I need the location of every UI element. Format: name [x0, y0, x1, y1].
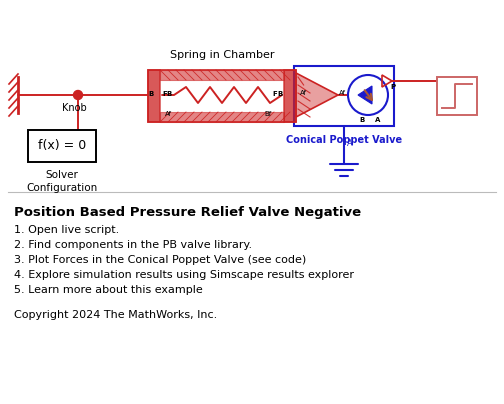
Text: P: P — [390, 84, 395, 90]
Polygon shape — [358, 86, 372, 104]
Text: Configuration: Configuration — [26, 183, 98, 193]
Text: Position Based Pressure Relief Valve Negative: Position Based Pressure Relief Valve Neg… — [14, 206, 361, 219]
Text: f(x) = 0: f(x) = 0 — [38, 139, 86, 152]
Text: 5. Learn more about this example: 5. Learn more about this example — [14, 285, 203, 295]
Text: 4. Explore simulation results using Simscape results explorer: 4. Explore simulation results using Sims… — [14, 270, 354, 280]
Text: Af: Af — [300, 90, 307, 96]
Text: Af: Af — [164, 111, 171, 117]
Circle shape — [74, 90, 83, 99]
Text: 2. Find components in the PB valve library.: 2. Find components in the PB valve libra… — [14, 240, 252, 250]
Circle shape — [348, 75, 388, 115]
Text: A: A — [347, 139, 353, 149]
Text: Af: Af — [339, 90, 346, 96]
Text: B: B — [166, 91, 171, 97]
Text: Bf: Bf — [265, 111, 272, 117]
Bar — [294, 66, 394, 126]
Bar — [28, 130, 96, 162]
Text: F: F — [272, 91, 277, 97]
Text: Solver: Solver — [45, 170, 79, 180]
Bar — [437, 77, 477, 115]
Text: Knob: Knob — [61, 103, 86, 113]
Text: B: B — [359, 117, 364, 123]
Text: A: A — [375, 117, 381, 123]
Bar — [148, 70, 160, 122]
Text: Spring in Chamber: Spring in Chamber — [170, 50, 274, 60]
Text: 1. Open live script.: 1. Open live script. — [14, 225, 119, 235]
Text: B: B — [148, 91, 153, 97]
Bar — [160, 70, 284, 80]
Text: 3. Plot Forces in the Conical Poppet Valve (see code): 3. Plot Forces in the Conical Poppet Val… — [14, 255, 306, 265]
Bar — [160, 112, 284, 122]
Bar — [284, 70, 296, 122]
Text: Copyright 2024 The MathWorks, Inc.: Copyright 2024 The MathWorks, Inc. — [14, 310, 217, 320]
Text: B: B — [277, 91, 282, 97]
Text: F: F — [162, 91, 167, 97]
Text: Conical Poppet Valve: Conical Poppet Valve — [286, 135, 402, 145]
Bar — [148, 70, 296, 122]
Polygon shape — [296, 73, 338, 117]
